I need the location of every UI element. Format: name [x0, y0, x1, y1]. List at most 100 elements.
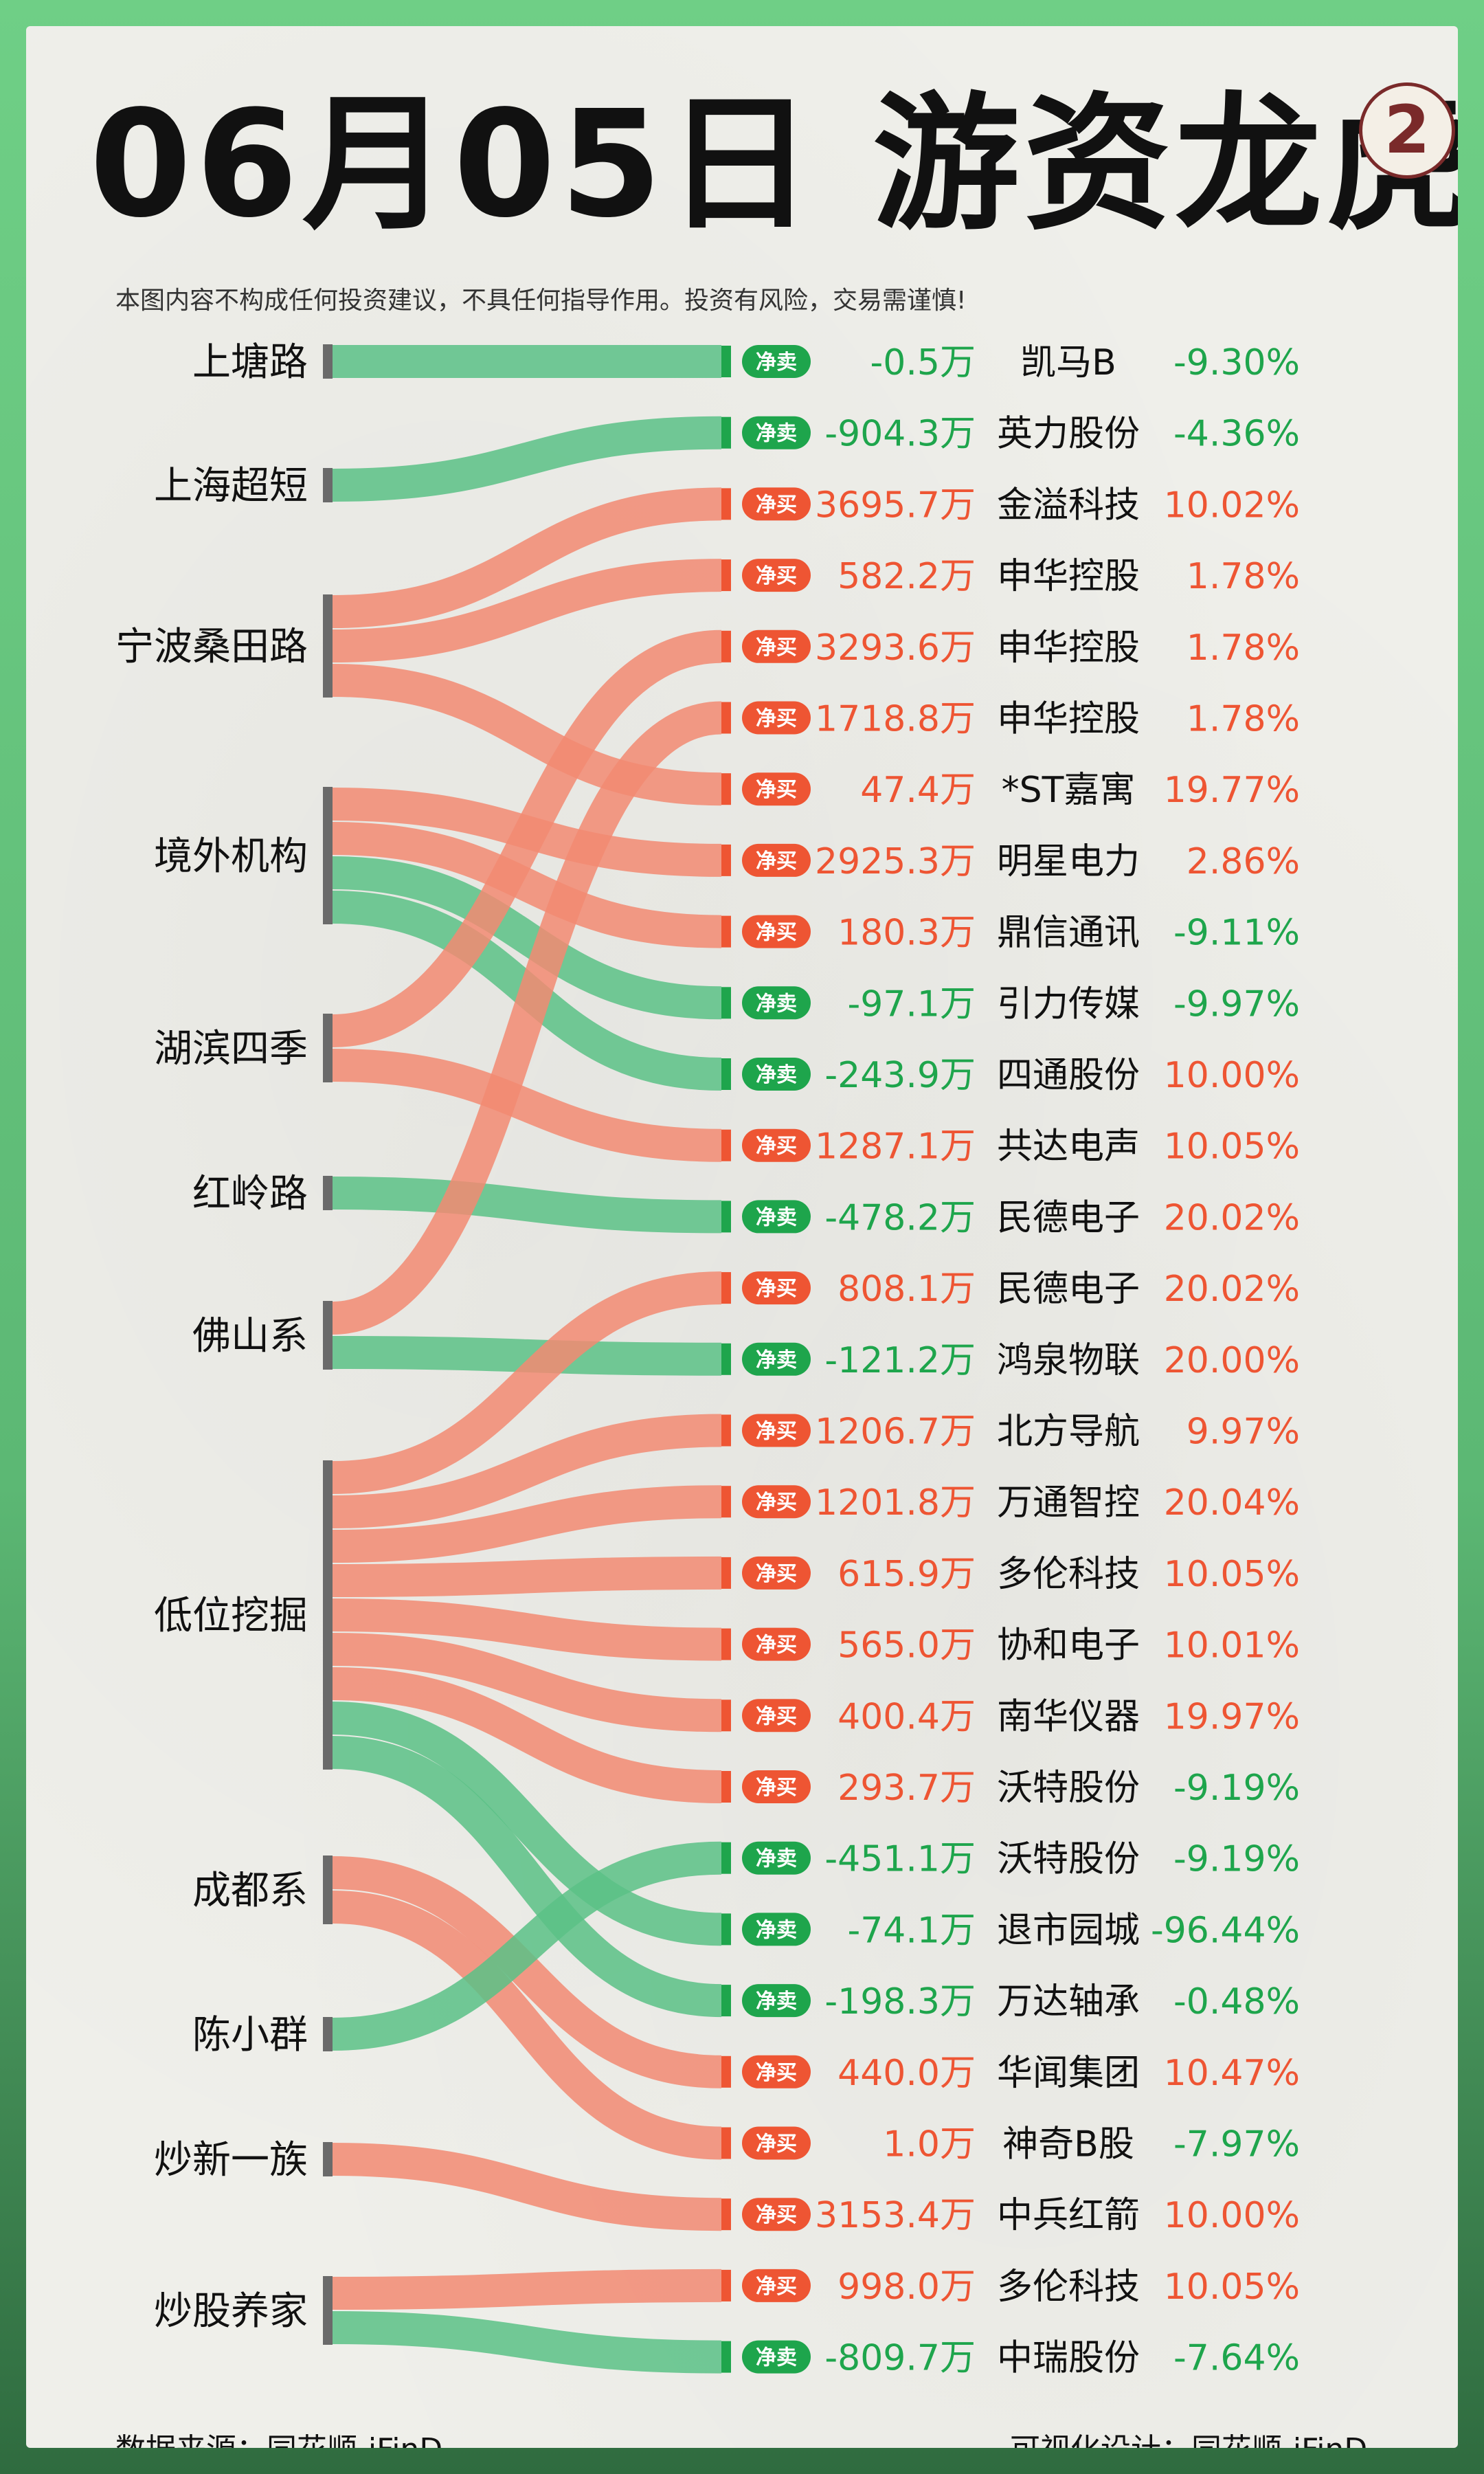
action-label: 净买 — [756, 1776, 797, 1800]
amount-value: -0.5万 — [870, 342, 976, 383]
change-percent: 10.47% — [1164, 2053, 1300, 2094]
action-pill — [742, 345, 811, 378]
stock-rows: 净卖 -0.5万 凯马B -9.30% 净卖 -904.3万 英力股份 -4.36% 净买 369… — [721, 342, 1300, 2379]
row-end-marker — [721, 346, 731, 377]
flow-band — [332, 1049, 722, 1162]
action-label: 净买 — [756, 1420, 797, 1444]
change-percent: 1.78% — [1187, 556, 1300, 597]
flow-band — [332, 1667, 722, 1803]
stock-name: 协和电子 — [997, 1625, 1140, 1667]
flow-band — [332, 2143, 722, 2231]
action-pill — [742, 1271, 811, 1305]
buyer-label: 红岭路 — [192, 1172, 308, 1216]
table-row: 净买 180.3万 鼎信通讯 -9.11% — [721, 913, 1300, 954]
stock-name: 中兵红箭 — [997, 2195, 1140, 2236]
amount-value: -74.1万 — [847, 1910, 976, 1951]
buyer-label: 炒新一族 — [154, 2138, 308, 2183]
table-row: 净买 808.1万 民德电子 20.02% — [721, 1269, 1300, 1310]
stock-name: 中瑞股份 — [997, 2338, 1140, 2379]
table-row: 净卖 -121.2万 鸿泉物联 20.00% — [721, 1340, 1300, 1381]
action-pill — [742, 1556, 811, 1590]
stock-name: 沃特股份 — [997, 1768, 1140, 1809]
amount-value: -198.3万 — [824, 1981, 976, 2022]
table-row: 净买 2925.3万 明星电力 2.86% — [721, 841, 1300, 882]
action-label: 净买 — [756, 1562, 797, 1586]
stock-name: 四通股份 — [997, 1055, 1140, 1096]
stock-name: 神奇B股 — [1002, 2124, 1134, 2165]
amount-value: 3153.4万 — [815, 2195, 976, 2236]
table-row: 净卖 -243.9万 四通股份 10.00% — [721, 1055, 1300, 1096]
action-pill — [742, 1342, 811, 1376]
action-pill — [742, 2340, 811, 2374]
stock-name: 多伦科技 — [997, 1554, 1140, 1595]
table-row: 净买 615.9万 多伦科技 10.05% — [721, 1554, 1300, 1595]
action-pill — [742, 629, 811, 663]
stock-name: 申华控股 — [997, 699, 1140, 740]
change-percent: 10.05% — [1164, 2266, 1300, 2308]
stock-name: 沃特股份 — [997, 1839, 1140, 1880]
amount-value: 1206.7万 — [815, 1412, 976, 1453]
row-end-marker — [721, 1700, 731, 1732]
buyer-bar — [323, 344, 333, 379]
amount-value: 2925.3万 — [815, 841, 976, 882]
stock-name: 金溢科技 — [997, 484, 1140, 526]
table-row: 净买 400.4万 南华仪器 19.97% — [721, 1696, 1300, 1737]
change-percent: 2.86% — [1187, 841, 1300, 882]
row-end-marker — [721, 2055, 731, 2088]
stock-name: 华闻集团 — [997, 2053, 1140, 2094]
change-percent: -7.64% — [1173, 2338, 1300, 2379]
row-end-marker — [721, 1913, 731, 1946]
stock-name: 申华控股 — [997, 556, 1140, 597]
buyer-bar — [323, 1301, 333, 1370]
action-label: 净卖 — [756, 350, 797, 375]
action-label: 净卖 — [756, 992, 797, 1016]
change-percent: -96.44% — [1151, 1910, 1300, 1951]
stock-name: 北方导航 — [997, 1412, 1140, 1453]
change-percent: 9.97% — [1187, 1412, 1300, 1453]
stock-name: 退市园城 — [997, 1910, 1140, 1951]
row-end-marker — [721, 630, 731, 662]
page-number-badge: 2 — [1359, 82, 1455, 179]
buyer-label: 湖滨四季 — [154, 1027, 308, 1071]
flow-band — [332, 1485, 722, 1563]
change-percent: -9.11% — [1173, 913, 1300, 954]
flow-band — [332, 487, 722, 628]
action-label: 净买 — [756, 1491, 797, 1515]
table-row: 净买 3695.7万 金溢科技 10.02% — [721, 484, 1300, 526]
buyer-bar — [323, 594, 333, 698]
stock-name: *ST嘉寓 — [1002, 770, 1136, 811]
row-end-marker — [721, 702, 731, 734]
design-credit-text: 可视化设计：同花顺-iFinD — [1010, 2425, 1367, 2448]
amount-value: 1718.8万 — [815, 699, 976, 740]
buyer-bar — [323, 1855, 333, 1924]
action-label: 净卖 — [756, 1990, 797, 2014]
amount-value: 1201.8万 — [815, 1482, 976, 1524]
stock-name: 凯马B — [1020, 342, 1116, 383]
change-percent: 20.02% — [1164, 1269, 1300, 1310]
action-pill — [742, 1699, 811, 1732]
row-end-marker — [721, 2198, 731, 2231]
buyer-bars — [323, 344, 333, 2345]
action-label: 净买 — [756, 2203, 797, 2227]
table-row: 净买 3293.6万 申华控股 1.78% — [721, 627, 1300, 669]
stock-name: 申华控股 — [997, 627, 1140, 669]
row-end-marker — [721, 844, 731, 876]
action-label: 净买 — [756, 921, 797, 945]
amount-value: 1.0万 — [883, 2124, 976, 2165]
stock-name: 英力股份 — [997, 414, 1140, 455]
amount-value: -451.1万 — [824, 1839, 976, 1880]
amount-value: 440.0万 — [837, 2053, 976, 2094]
buyer-label: 低位挖掘 — [154, 1594, 308, 1638]
row-end-marker — [721, 1201, 731, 1233]
change-percent: -9.97% — [1173, 983, 1300, 1025]
action-label: 净买 — [756, 1634, 797, 1658]
action-label: 净买 — [756, 493, 797, 517]
table-row: 净卖 -198.3万 万达轴承 -0.48% — [721, 1981, 1300, 2022]
action-pill — [742, 772, 811, 806]
row-end-marker — [721, 559, 731, 592]
data-source-text: 数据来源：同花顺-iFinD — [115, 2425, 442, 2448]
amount-value: -121.2万 — [824, 1340, 976, 1381]
stock-name: 鸿泉物联 — [997, 1340, 1140, 1381]
flow-band — [332, 559, 722, 662]
flow-band — [332, 856, 722, 1020]
